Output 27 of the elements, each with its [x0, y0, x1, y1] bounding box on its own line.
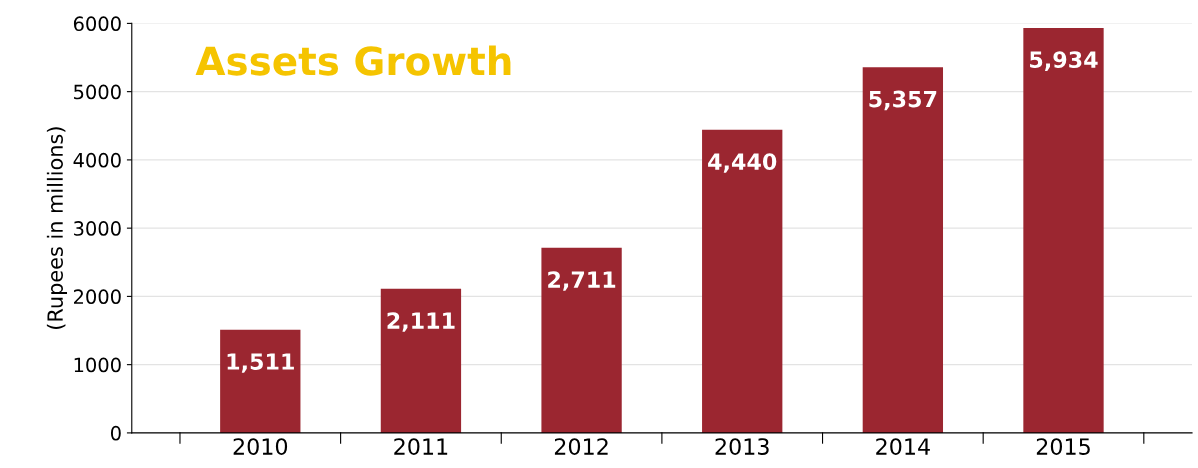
bar	[541, 247, 622, 433]
y-tick-label: 6000	[73, 16, 121, 32]
x-tick-label: 2011	[394, 438, 448, 455]
y-tick-label: 1000	[74, 357, 121, 373]
x-tick-label: 2012	[554, 438, 608, 455]
data-label: 4,440	[708, 153, 777, 173]
y-axis-title: (Rupees in millions)	[46, 127, 68, 329]
data-label: 1,511	[227, 353, 294, 373]
bar	[380, 288, 462, 433]
x-tick-label: 2013	[715, 438, 769, 455]
y-tick-label: 5000	[74, 84, 121, 100]
data-label: 5,357	[869, 90, 937, 111]
bar	[220, 329, 301, 433]
y-tick-label: 0	[110, 425, 121, 441]
x-tick-label: 2014	[876, 438, 930, 455]
data-label: 5,934	[1030, 51, 1098, 71]
bar	[1023, 27, 1104, 433]
x-tick-label: 2010	[233, 438, 288, 455]
y-tick-label: 4000	[73, 152, 121, 168]
data-label: 2,111	[387, 312, 455, 332]
y-tick-label: 2000	[74, 289, 121, 305]
x-tick-label: 2015	[1036, 438, 1090, 455]
data-label: 2,711	[548, 271, 616, 291]
bar	[862, 67, 944, 433]
y-tick-label: 3000	[74, 221, 121, 236]
bar	[702, 129, 783, 433]
chart-title: Assets Growth	[195, 45, 511, 76]
